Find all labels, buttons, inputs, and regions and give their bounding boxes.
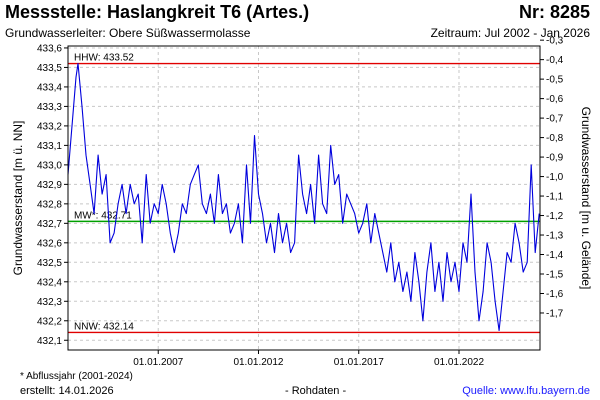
y2-axis-label: Grundwasserstand [m u. Gelände]	[579, 107, 593, 290]
y-tick-label: 433,6	[37, 43, 62, 54]
series-layer	[67, 62, 540, 332]
y-tick-label: 432,7	[37, 219, 62, 230]
y-tick-label: 432,2	[37, 316, 62, 327]
x-tick-label: 01.01.2022	[434, 357, 484, 368]
y2-tick-label: -1,3	[546, 231, 564, 242]
nnw-label: NNW: 432.14	[74, 321, 134, 332]
y-tick-label: 432,3	[37, 297, 62, 308]
y-tick-label: 432,9	[37, 180, 62, 191]
y2-tick-label: -0,4	[546, 55, 564, 66]
plot-frame	[67, 45, 541, 351]
y-tick-label: 432,1	[37, 336, 62, 347]
y2-tick-label: -0,9	[546, 153, 564, 164]
y2-tick-label: -0,5	[546, 75, 564, 86]
footnote: * Abflussjahr (2001-2024)	[20, 371, 133, 382]
chart-title: Messstelle: Haslangkreit T6 (Artes.)	[5, 2, 310, 22]
y-tick-label: 432,6	[37, 238, 62, 249]
y-tick-label: 433,5	[37, 63, 62, 74]
source-link[interactable]: Quelle: www.lfu.bayern.de	[462, 385, 590, 397]
reference-lines: HHW: 433.52 MW*: 432.71 NNW: 432.14	[68, 53, 540, 334]
y-tick-label: 433,2	[37, 121, 62, 132]
y2-tick-label: -1,0	[546, 172, 564, 183]
y2-tick-label: -1,5	[546, 270, 564, 281]
y2-tick-label: -0,3	[546, 36, 564, 47]
y2-tick-label: -0,7	[546, 114, 564, 125]
station-number: Nr: 8285	[518, 2, 590, 22]
y-tick-label: 433,1	[37, 141, 62, 152]
x-tick-label: 01.01.2017	[334, 357, 384, 368]
y-tick-label: 432,8	[37, 199, 62, 210]
y-axis-right: -1,7 -1,6 -1,5 -1,4 -1,3 -1,2 -1,1 -1,0 -0,9 -0,8…	[540, 36, 564, 319]
series-line	[67, 62, 540, 332]
y2-tick-label: -0,8	[546, 133, 564, 144]
y2-tick-label: -1,1	[546, 192, 564, 203]
y2-tick-label: -1,7	[546, 308, 564, 319]
y-axis-left: 433,6 433,5 433,4 433,3 433,2 433,1 433,0 432,9…	[37, 43, 68, 347]
y-tick-label: 433,4	[37, 82, 62, 93]
y-tick-label: 432,4	[37, 277, 62, 288]
created-date: erstellt: 14.01.2026	[20, 385, 114, 397]
grid	[68, 46, 540, 350]
x-tick-label: 01.01.2012	[233, 357, 283, 368]
y-tick-label: 432,5	[37, 258, 62, 269]
y2-tick-label: -1,2	[546, 211, 564, 222]
y2-tick-label: -0,6	[546, 94, 564, 105]
y2-tick-label: -1,4	[546, 250, 564, 261]
y-tick-label: 433,3	[37, 102, 62, 113]
y-tick-label: 433,0	[37, 160, 62, 171]
y-axis-label: Grundwasserstand [m ü. NN]	[11, 121, 25, 276]
x-tick-label: 01.01.2007	[133, 357, 183, 368]
mw-label: MW*: 432.71	[74, 210, 132, 221]
hhw-label: HHW: 433.52	[74, 53, 134, 64]
period-label: Zeitraum: Jul 2002 - Jan 2026	[430, 26, 590, 40]
x-axis: 01.01.2007 01.01.2012 01.01.2017 01.01.2022	[133, 350, 484, 368]
aquifer-label: Grundwasserleiter: Obere Süßwassermolass…	[5, 26, 251, 40]
raw-data-note: - Rohdaten -	[285, 385, 347, 397]
y2-tick-label: -1,6	[546, 289, 564, 300]
